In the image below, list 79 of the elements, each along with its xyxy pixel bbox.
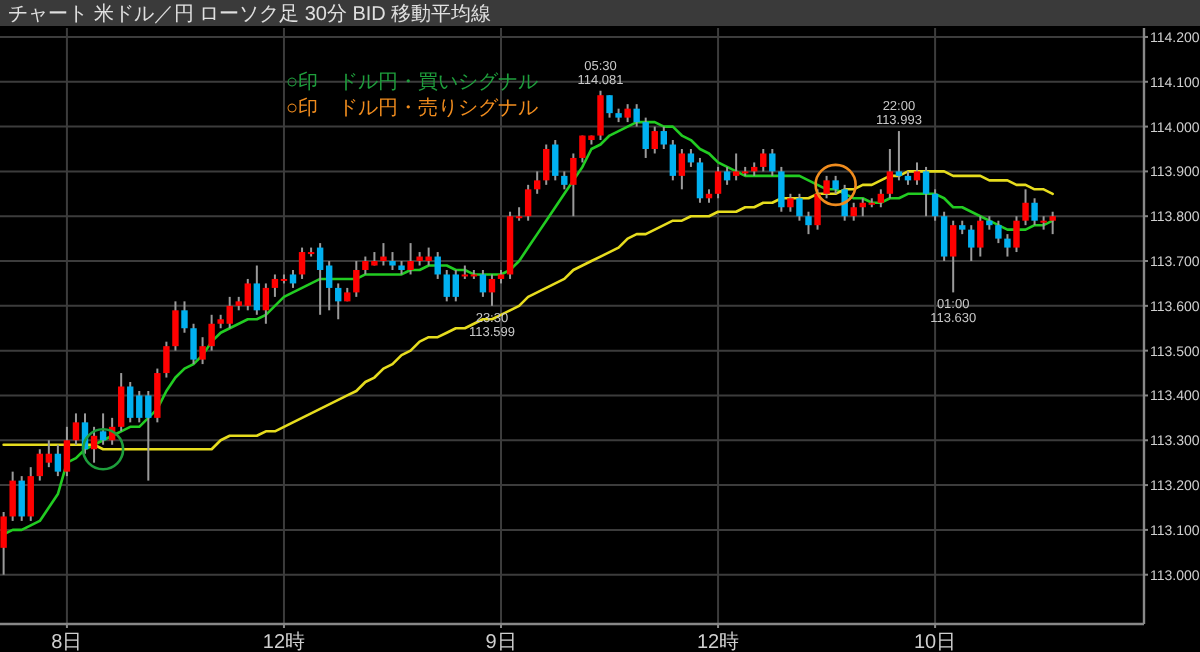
candlestick — [696, 156, 704, 204]
candlestick — [99, 412, 107, 446]
candlestick — [45, 439, 53, 469]
candlestick — [533, 170, 541, 195]
candlestick — [27, 466, 34, 522]
candlestick — [298, 246, 306, 280]
candlestick — [732, 152, 740, 182]
candlestick — [244, 277, 251, 312]
candlestick — [922, 165, 930, 218]
candlestick — [262, 282, 270, 325]
candlestick — [1049, 210, 1056, 236]
candlestick — [1004, 233, 1011, 258]
x-tick-label: 8日 — [51, 632, 83, 652]
candlestick — [977, 215, 984, 258]
candlestick — [651, 125, 658, 155]
candlestick — [543, 143, 550, 186]
candlestick — [9, 470, 16, 522]
candlestick — [633, 103, 640, 128]
candlestick — [913, 161, 921, 186]
candlestick — [895, 130, 903, 182]
candlestick — [316, 242, 324, 316]
candlestick — [18, 475, 25, 522]
candlestick — [949, 219, 957, 294]
candlestick — [552, 139, 559, 182]
candlestick — [841, 183, 848, 222]
candlestick — [353, 260, 360, 298]
candlestick — [181, 300, 188, 334]
x-tick-label: 12時 — [696, 630, 740, 652]
text: ○印 ドル円・買いシグナル — [286, 70, 539, 94]
candlestick — [452, 268, 459, 303]
candlestick — [0, 510, 7, 576]
candlestick — [931, 188, 939, 222]
candlestick — [63, 425, 71, 478]
candlestick — [271, 273, 279, 298]
candlestick — [488, 273, 496, 307]
candlestick — [380, 242, 387, 267]
candlestick — [778, 165, 785, 213]
candlestick — [940, 210, 948, 263]
candlestick — [335, 282, 342, 321]
candlestick — [208, 313, 215, 352]
x-tick-label: 9日 — [485, 632, 517, 652]
candlestick — [190, 322, 197, 366]
text: ○印 ドル円・売りシグナル — [286, 96, 539, 120]
candlestick — [669, 139, 677, 182]
candlestick — [253, 264, 261, 316]
candlestick — [1022, 188, 1029, 227]
candlestick — [678, 147, 686, 191]
candlestick — [805, 210, 812, 236]
candlestick — [90, 425, 98, 464]
candlestick — [886, 147, 894, 200]
candlestick — [199, 336, 206, 366]
candlestick — [760, 147, 767, 173]
candlestick — [1013, 215, 1020, 254]
candlestick — [407, 242, 414, 276]
candlestick — [823, 174, 830, 200]
candlestick — [524, 183, 532, 222]
candlestick — [54, 443, 62, 478]
x-tick-label: 12時 — [262, 630, 306, 652]
candlestick — [995, 219, 1002, 245]
candlestick — [479, 268, 487, 298]
candlestick — [570, 152, 577, 218]
x-tick-label: 10日 — [913, 632, 957, 652]
candlestick — [642, 116, 649, 159]
chart-title: チャート 米ドル／円 ローソク足 30分 BID 移動平均線 — [8, 2, 492, 26]
candlestick — [660, 125, 667, 150]
candlestick — [72, 412, 80, 446]
candlestick — [127, 381, 134, 424]
candlestick — [154, 367, 161, 424]
candlestick — [769, 147, 776, 177]
candlestick — [968, 224, 975, 263]
candlestick — [606, 94, 613, 119]
candlestick — [1031, 197, 1038, 227]
candlestick — [163, 340, 170, 379]
candlestick — [117, 372, 125, 433]
candlestick — [172, 300, 179, 352]
candlestick — [597, 89, 604, 142]
candlestick — [796, 192, 803, 222]
candlestick — [814, 188, 821, 231]
candlestick — [714, 165, 722, 200]
